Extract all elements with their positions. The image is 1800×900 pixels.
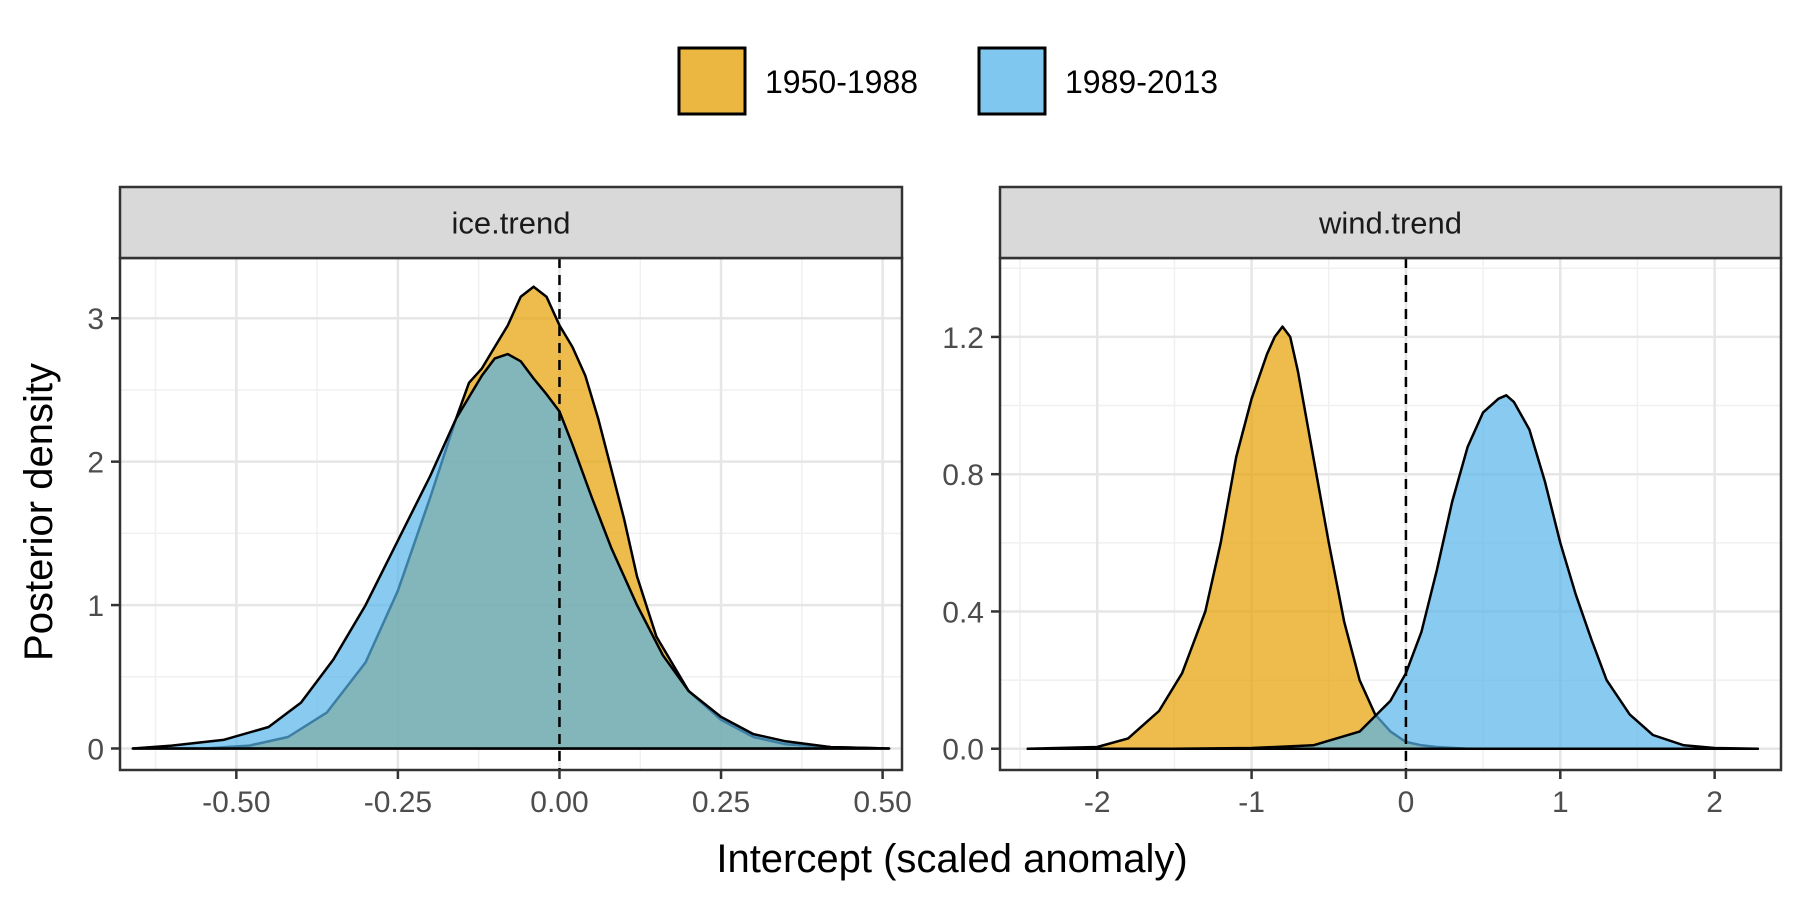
- facet-strip: [118, 185, 904, 260]
- legend-label-1989-2013: 1989-2013: [1065, 64, 1218, 100]
- density-area-1989-2013: [1026, 394, 1760, 750]
- y-tick-label: 0.4: [942, 596, 984, 629]
- panel-wind-trend: wind.trend -2 -1 0 1 2 0.0 0.4 0.8 1.2: [942, 185, 1783, 819]
- legend-label-1950-1988: 1950-1988: [765, 64, 918, 100]
- x-tick-label: 0.50: [853, 786, 911, 819]
- facet-strip-label: ice.trend: [452, 206, 571, 241]
- x-tick-label: -1: [1238, 786, 1265, 819]
- x-tick-label: -0.50: [202, 786, 270, 819]
- plot-background: [1000, 258, 1781, 770]
- x-tick-label: 2: [1706, 786, 1723, 819]
- legend: 1950-1988 1989-2013: [677, 46, 1218, 116]
- x-tick-label: 0: [1398, 786, 1415, 819]
- y-axis-title: Posterior density: [17, 363, 61, 661]
- y-tick-label: 2: [87, 447, 104, 480]
- y-tick-label: 0.8: [942, 459, 984, 492]
- legend-key-1989-2013: [977, 46, 1047, 116]
- y-tick-label: 1.2: [942, 322, 984, 355]
- x-tick-label: 0.25: [692, 786, 750, 819]
- facet-strip: [998, 185, 1783, 260]
- x-tick-label: -0.25: [364, 786, 432, 819]
- y-tick-label: 0: [87, 733, 104, 766]
- y-tick-label: 3: [87, 303, 104, 336]
- facet-strip-label: wind.trend: [1318, 206, 1462, 241]
- x-tick-label: 0.00: [530, 786, 588, 819]
- density-area-1989-2013: [131, 352, 891, 750]
- panel-ice-trend: ice.trend -0.50 -0.25 0.00 0.25 0.50 0 1 2 3: [87, 185, 912, 819]
- x-axis-title: Intercept (scaled anomaly): [716, 837, 1187, 881]
- x-tick-label: 1: [1552, 786, 1569, 819]
- x-tick-label: -2: [1084, 786, 1111, 819]
- y-tick-label: 1: [87, 590, 104, 623]
- y-tick-label: 0.0: [942, 734, 984, 767]
- legend-key-1950-1988: [677, 46, 747, 116]
